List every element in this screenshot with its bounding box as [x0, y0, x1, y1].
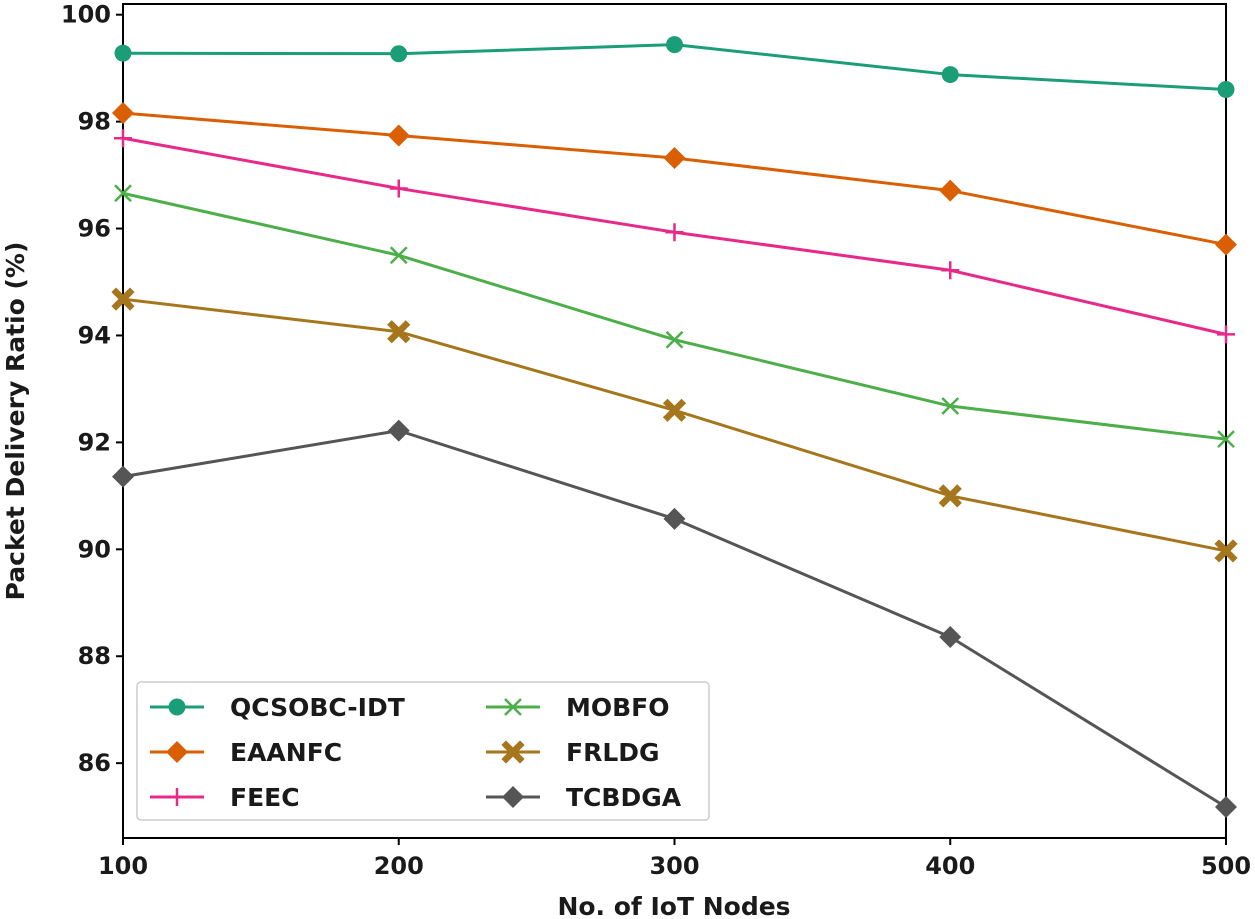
legend-item: EAANFC [150, 738, 342, 767]
data-point [387, 124, 410, 147]
data-point [662, 398, 687, 422]
legend-label: MOBFO [566, 693, 670, 722]
x-axis-label: No. of IoT Nodes [557, 892, 790, 919]
data-point [1217, 430, 1235, 449]
legend: QCSOBC-IDT EAANFC FEEC MOBFO FRLDG TCBDGA [136, 681, 710, 821]
data-point [1217, 325, 1235, 344]
data-point [112, 102, 134, 125]
y-tick-label: 88 [78, 642, 111, 670]
data-point [939, 625, 962, 648]
data-point [1217, 81, 1235, 99]
data-point [663, 507, 686, 530]
data-point [387, 320, 411, 344]
data-point [389, 246, 408, 265]
y-axis: 86 88 90 92 94 96 98 100 [61, 1, 123, 777]
data-point [938, 484, 962, 508]
data-point [941, 397, 960, 415]
legend-label: TCBDGA [566, 783, 682, 812]
x-tick-label: 300 [649, 852, 699, 880]
legend-marker [504, 698, 522, 716]
legend-item: QCSOBC-IDT [150, 693, 405, 722]
y-tick-label: 90 [78, 535, 111, 563]
data-point [387, 419, 410, 442]
legend-item: FRLDG [486, 738, 660, 767]
series-mobfo [114, 184, 1235, 449]
data-point [111, 287, 135, 311]
legend-item: TCBDGA [486, 783, 682, 812]
legend-marker [502, 786, 524, 808]
series-qcsobc-idt [114, 36, 1235, 99]
y-tick-label: 100 [61, 1, 111, 29]
legend-marker [168, 698, 186, 716]
y-axis-label: Packet Delivery Ratio (%) [1, 242, 30, 601]
legend-item: MOBFO [486, 693, 670, 722]
legend-marker [501, 740, 525, 764]
data-point [112, 465, 134, 488]
legend-label: EAANFC [230, 738, 342, 767]
series-feec [114, 129, 1235, 344]
y-tick-label: 98 [78, 108, 111, 136]
data-point [665, 330, 684, 349]
y-tick-label: 94 [78, 321, 111, 349]
data-point [941, 261, 960, 280]
y-tick-label: 92 [78, 428, 111, 456]
legend-label: FRLDG [566, 738, 660, 767]
x-tick-label: 100 [98, 852, 148, 880]
data-point [1215, 233, 1237, 256]
series-frldg [111, 287, 1238, 563]
series-eaanfc [112, 102, 1237, 256]
data-point [114, 129, 132, 148]
legend-item: FEEC [150, 783, 300, 812]
data-point [114, 184, 132, 203]
data-point [666, 36, 683, 54]
legend-label: FEEC [230, 783, 300, 812]
data-point [1214, 539, 1238, 563]
x-axis: 100 200 300 400 500 [98, 838, 1251, 880]
legend-box [136, 681, 710, 821]
data-point [941, 66, 959, 84]
x-tick-label: 200 [374, 852, 424, 880]
series-layer [111, 36, 1238, 818]
data-point [665, 223, 684, 242]
x-tick-label: 500 [1201, 852, 1251, 880]
legend-label: QCSOBC-IDT [230, 693, 405, 722]
legend-marker [168, 788, 186, 806]
y-tick-label: 96 [78, 215, 111, 243]
legend-marker [166, 741, 188, 763]
data-point [1215, 795, 1237, 818]
x-tick-label: 400 [925, 852, 975, 880]
data-point [390, 45, 408, 63]
data-point [663, 146, 686, 169]
data-point [939, 179, 962, 202]
data-point [114, 44, 132, 62]
data-point [389, 179, 408, 198]
y-tick-label: 86 [78, 749, 111, 777]
series-tcbdga [112, 419, 1237, 818]
